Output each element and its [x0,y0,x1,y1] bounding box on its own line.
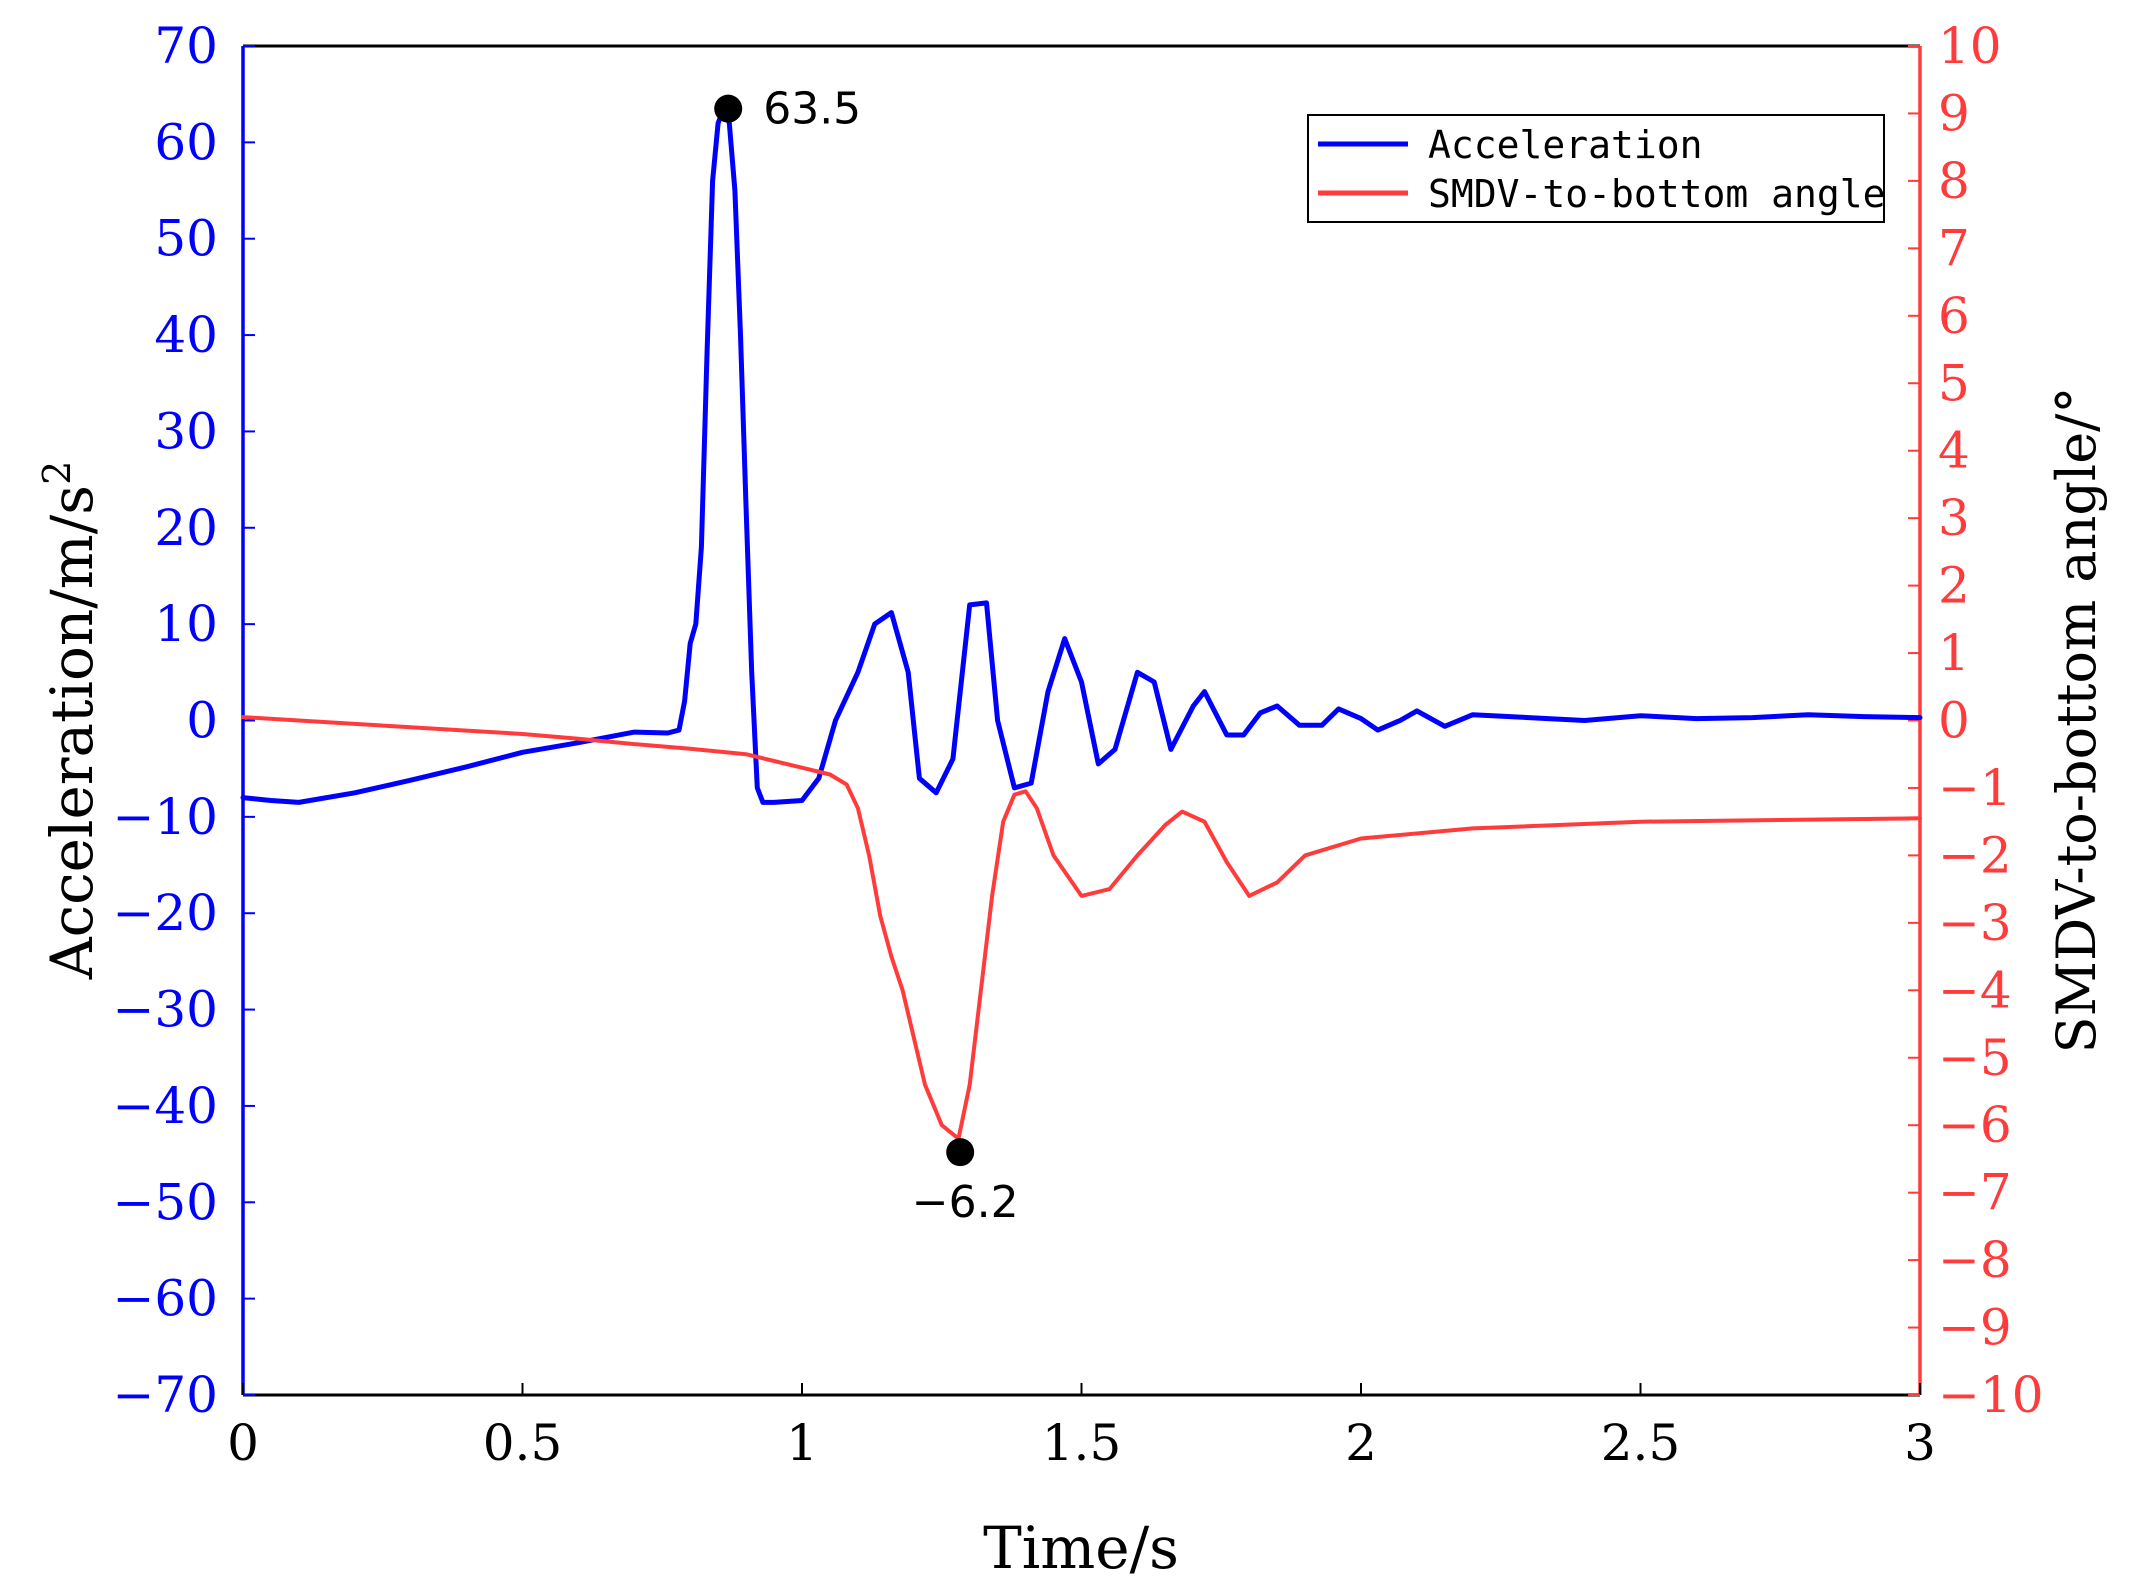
legend-box [1307,114,1885,223]
right-y-tick-label: −4 [1938,961,2012,1019]
acceleration-series-line [240,106,1923,805]
x-axis-ticks: 0 0.5 1 1.5 2 2.5 3 [227,1383,1936,1472]
right-y-tick-label: −9 [1938,1299,2012,1357]
x-axis-title: Time/s [983,1514,1179,1582]
right-y-tick-label: −2 [1938,826,2012,884]
series-layer [240,106,1923,1141]
left-y-axis-title: Acceleration/m/s2 [35,461,106,981]
right-y-tick-label: −3 [1938,894,2012,952]
left-y-tick-label: −70 [112,1366,218,1424]
left-y-tick-label: −60 [112,1270,218,1328]
left-y-tick-label: 70 [154,17,218,75]
left-y-tick-label: 40 [154,306,218,364]
right-y-tick-label: −5 [1938,1029,2012,1087]
x-tick-label: 0 [227,1414,259,1472]
left-y-axis-ticks: 70 60 50 40 30 20 10 0 −10 −20 −30 −40 −50 −60 −70 [112,17,255,1424]
left-y-tick-label: 30 [154,402,218,460]
left-y-tick-label: 50 [154,210,218,268]
left-y-tick-label: 0 [186,692,218,750]
right-y-tick-label: 0 [1938,692,1970,750]
right-y-tick-label: 7 [1938,219,1970,277]
right-y-tick-label: 5 [1938,354,1970,412]
right-y-tick-label: −1 [1938,759,2012,817]
left-y-tick-label: 60 [154,113,218,171]
x-tick-label: 1 [786,1414,818,1472]
right-y-tick-label: −7 [1938,1164,2012,1222]
legend: Acceleration SMDV-to-bottom angle [1307,114,1886,223]
left-y-tick-label: −20 [112,884,218,942]
angle-series-line [241,715,1922,1141]
left-y-tick-label: −10 [112,788,218,846]
x-tick-label: 3 [1904,1414,1936,1472]
legend-angle-label: SMDV-to-bottom angle [1428,172,1886,216]
right-y-tick-label: 2 [1938,557,1970,615]
left-y-tick-label: −40 [112,1077,218,1135]
x-tick-label: 0.5 [483,1414,563,1472]
right-y-tick-label: 4 [1938,422,1970,480]
x-tick-label: 2 [1345,1414,1377,1472]
right-y-tick-label: 6 [1938,287,1970,345]
x-tick-label: 1.5 [1042,1414,1122,1472]
right-y-tick-label: 1 [1938,624,1970,682]
left-y-tick-label: 20 [154,499,218,557]
annotation-marker [946,1138,975,1167]
annotation-label: −6.2 [912,1177,1019,1228]
left-y-tick-label: −30 [112,981,218,1039]
right-y-tick-label: 9 [1938,84,1970,142]
right-y-tick-label: −6 [1938,1096,2012,1154]
legend-acceleration-label: Acceleration [1428,123,1703,167]
x-tick-label: 2.5 [1601,1414,1681,1472]
annotation-marker [714,94,743,123]
left-y-tick-label: 10 [154,595,218,653]
right-y-axis-title: SMDV-to-bottom angle/° [2045,387,2108,1054]
right-y-tick-label: 10 [1938,17,2002,75]
right-y-tick-label: 3 [1938,489,1970,547]
left-y-axis-title-exponent: 2 [35,461,79,485]
right-y-tick-label: −8 [1938,1231,2012,1289]
right-y-tick-label: −10 [1938,1366,2044,1424]
right-y-tick-label: 8 [1938,152,1970,210]
annotation-layer: 63.5 −6.2 [714,84,1019,1228]
left-y-tick-label: −50 [112,1173,218,1231]
annotation-label: 63.5 [763,84,861,135]
left-y-axis-title-text: Acceleration/m/s [38,485,106,980]
